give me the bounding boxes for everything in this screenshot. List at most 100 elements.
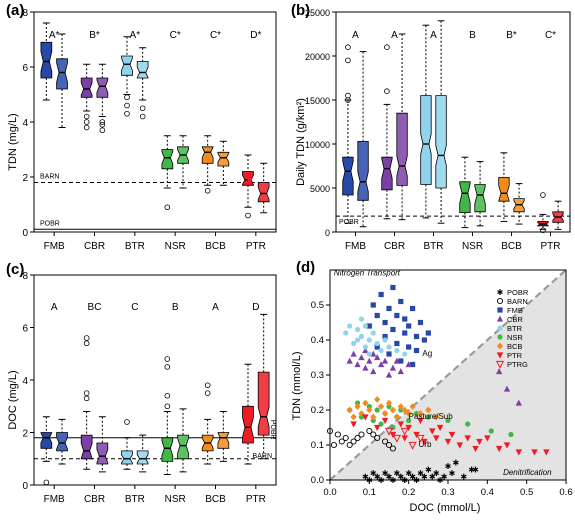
legend-label: PTRG (507, 360, 528, 369)
point-triangle-down (464, 435, 471, 442)
box-cbr (80, 335, 93, 470)
series-barn (326, 427, 396, 452)
significance-letter: C* (210, 30, 221, 41)
significance-letter: B* (506, 30, 517, 41)
panel-b-frame (335, 11, 571, 233)
point-dot (382, 337, 388, 343)
point-dot (347, 323, 353, 329)
box-fmb (342, 44, 354, 224)
panel-d-frame (329, 269, 567, 481)
point-diamond (409, 403, 416, 410)
point-open-triangle-down (495, 360, 505, 369)
point-triangle-up (362, 364, 369, 371)
x-tick-label: CBR (84, 241, 105, 252)
point-diamond (425, 406, 432, 414)
point-dot (413, 410, 420, 417)
point-square (497, 307, 503, 313)
x-tick-label: BTR (125, 241, 145, 252)
series-ptr (350, 414, 550, 456)
point-triangle-up (370, 368, 377, 375)
box-btr (121, 36, 133, 117)
point-dot (362, 344, 368, 350)
panel-c-frame (33, 274, 277, 486)
y-tick-label: 10000 (305, 140, 330, 150)
point-square (398, 358, 404, 364)
box-ptr (242, 363, 254, 465)
point-triangle-down (350, 421, 357, 428)
point-star: ✱ (433, 469, 440, 478)
x-tick-label: 0.5 (520, 487, 533, 498)
point-triangle-up (354, 361, 361, 368)
point-triangle-up (503, 385, 511, 392)
box-bcb (217, 411, 230, 462)
panel-b-ylabel: Daily TDN (g/km²) (295, 98, 307, 186)
point-star: ✱ (497, 288, 504, 297)
point-triangle-down (436, 424, 444, 432)
point-square (366, 323, 372, 329)
box-nsr (161, 135, 174, 211)
box-nsr (161, 356, 174, 475)
outlier (540, 192, 546, 198)
point-square (398, 298, 404, 305)
panel-d-xlabel: DOC (mmol/L) (410, 502, 481, 514)
outlier (139, 113, 146, 120)
point-star: ✱ (449, 469, 456, 478)
outlier (204, 382, 211, 389)
point-square (413, 333, 420, 340)
point-square (382, 319, 388, 326)
point-triangle-up (378, 361, 385, 368)
point-star: ✱ (362, 473, 369, 482)
panel-d-content: 0.0 0.1 0.2 0.3 0.4 0.5 0.6 0.0 0.1 0.2 0.3 0.4 0.5 ✱… (311, 268, 573, 498)
y-tick-label: 8 (22, 271, 28, 282)
point-dot (358, 333, 365, 340)
point-triangle-down (401, 435, 408, 442)
point-open-circle (342, 434, 349, 442)
x-tick-label: BCB (205, 494, 226, 505)
legend-label: POBR (507, 288, 529, 297)
reference-label: POBR (40, 220, 60, 227)
box-body (217, 432, 230, 449)
significance-letter: A (352, 30, 359, 41)
box-bcb (217, 140, 230, 186)
point-triangle-up (366, 357, 373, 364)
box-body (136, 61, 149, 79)
point-open-circle (358, 431, 365, 438)
outlier (83, 335, 90, 341)
point-square (425, 330, 431, 336)
x-tick-label: BTR (424, 241, 444, 252)
series-bcb (346, 396, 440, 421)
outlier (164, 204, 171, 211)
point-star: ✱ (409, 473, 416, 482)
point-dot (497, 334, 503, 340)
point-dot (354, 400, 361, 406)
significance-letter: A (51, 302, 58, 313)
box-body (498, 176, 510, 202)
box-cbr (96, 416, 109, 473)
point-square (374, 312, 380, 319)
box-body (56, 58, 68, 90)
y-tick-label: 0.3 (311, 370, 324, 381)
point-diamond (374, 396, 381, 403)
box-body (201, 146, 214, 164)
y-tick-label: 20000 (305, 52, 330, 62)
box-bcb (201, 135, 214, 194)
box-body (435, 95, 447, 189)
outlier (139, 105, 146, 112)
box-body (177, 434, 189, 460)
point-open-triangle-down (392, 434, 401, 443)
point-star: ✱ (425, 466, 432, 475)
box-body (242, 405, 254, 444)
y-tick-label: 6 (22, 324, 28, 335)
reference-label: BARN (40, 174, 59, 181)
point-triangle-up (370, 350, 377, 357)
point-star: ✱ (370, 469, 377, 478)
point-triangle-up (374, 354, 381, 361)
point-triangle-up (389, 364, 397, 371)
point-diamond (496, 342, 504, 350)
box-body (459, 181, 471, 214)
box-nsr (474, 161, 486, 227)
outlier (124, 102, 130, 109)
point-triangle-down (421, 438, 428, 446)
